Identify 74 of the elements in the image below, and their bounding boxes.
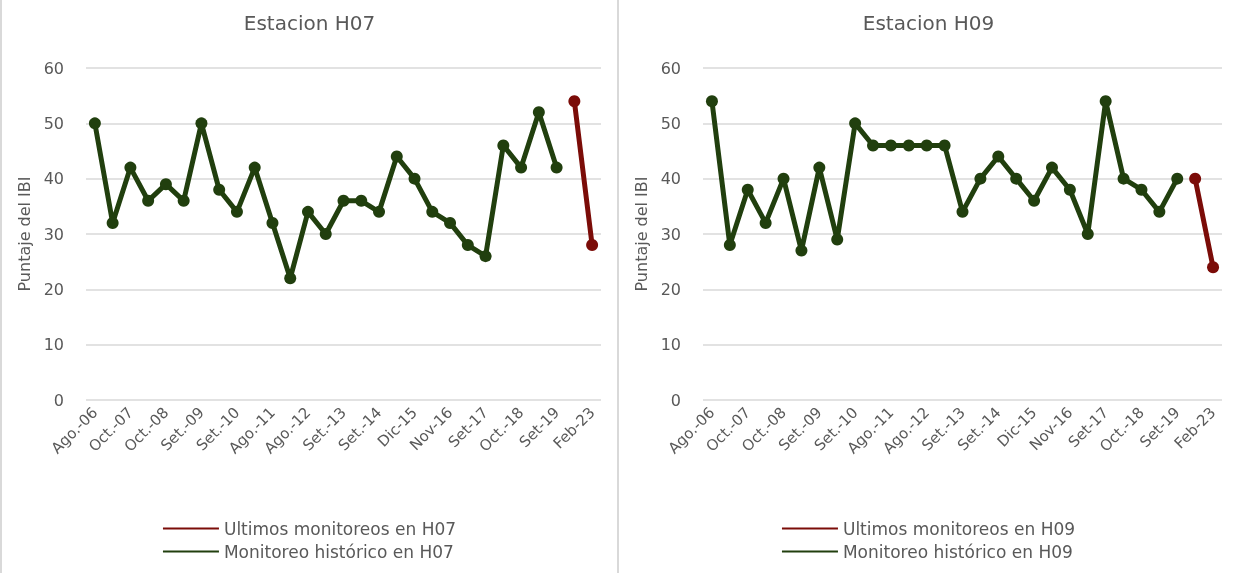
point: [723, 239, 736, 252]
point: [88, 117, 101, 130]
point: [444, 216, 457, 229]
y-tick-label: 10: [43, 335, 64, 355]
point: [461, 239, 474, 252]
chart-title: Estacion H09: [862, 11, 995, 35]
y-tick-label: 20: [660, 279, 681, 299]
point: [1189, 172, 1202, 185]
y-tick-label: 10: [660, 335, 681, 355]
point: [938, 139, 951, 152]
y-tick-label: 50: [660, 113, 681, 133]
y-tick-label: 40: [43, 169, 64, 189]
point: [550, 161, 563, 174]
point: [319, 228, 332, 240]
point: [1063, 183, 1076, 196]
point: [497, 139, 510, 152]
point: [408, 172, 421, 185]
point: [568, 95, 581, 108]
point: [1135, 183, 1148, 196]
point: [1117, 172, 1130, 185]
point: [974, 172, 987, 185]
point: [920, 139, 933, 152]
y-tick-label: 0: [53, 390, 64, 410]
point: [1010, 172, 1023, 185]
point: [849, 117, 862, 130]
point: [884, 139, 897, 152]
point: [266, 216, 279, 229]
point: [302, 205, 314, 218]
point: [159, 178, 172, 191]
point: [479, 250, 492, 263]
point: [230, 205, 243, 218]
point: [213, 183, 226, 196]
point: [705, 95, 718, 108]
y-tick-label: 60: [660, 58, 681, 78]
point: [284, 272, 297, 285]
point: [1153, 205, 1166, 218]
point: [373, 205, 386, 218]
point: [777, 172, 790, 185]
y-tick-label: 20: [43, 279, 64, 299]
point: [337, 194, 350, 207]
point: [813, 161, 826, 174]
point: [124, 161, 137, 174]
legend-label: Monitoreo histórico en H09: [842, 541, 1073, 562]
y-tick-label: 30: [660, 224, 681, 244]
point: [515, 161, 528, 174]
point: [831, 233, 844, 246]
point: [390, 150, 403, 163]
point: [1028, 194, 1041, 207]
point: [1099, 95, 1112, 108]
y-tick-label: 40: [660, 169, 681, 189]
point: [902, 139, 915, 152]
point: [1081, 228, 1094, 240]
point: [741, 183, 754, 196]
y-tick-label: 50: [43, 113, 64, 133]
point: [1207, 261, 1220, 274]
y-axis-title: Puntaje del IBI: [15, 176, 35, 292]
point: [1046, 161, 1058, 174]
point: [586, 239, 599, 252]
y-axis-title: Puntaje del IBI: [632, 176, 652, 292]
point: [106, 216, 119, 229]
y-tick-label: 0: [670, 390, 681, 410]
point: [355, 194, 368, 207]
legend-label: Monitoreo histórico en H07: [223, 541, 454, 562]
point: [1171, 172, 1184, 185]
point: [177, 194, 190, 207]
legend-label: Ultimos monitoreos en H07: [223, 518, 457, 539]
legend-label: Ultimos monitoreos en H09: [842, 518, 1076, 539]
y-tick-label: 60: [43, 58, 64, 78]
y-tick-label: 30: [43, 224, 64, 244]
point: [426, 205, 439, 218]
chart-title: Estacion H07: [243, 11, 376, 35]
point: [992, 150, 1005, 163]
point: [867, 139, 880, 152]
point: [142, 194, 155, 207]
